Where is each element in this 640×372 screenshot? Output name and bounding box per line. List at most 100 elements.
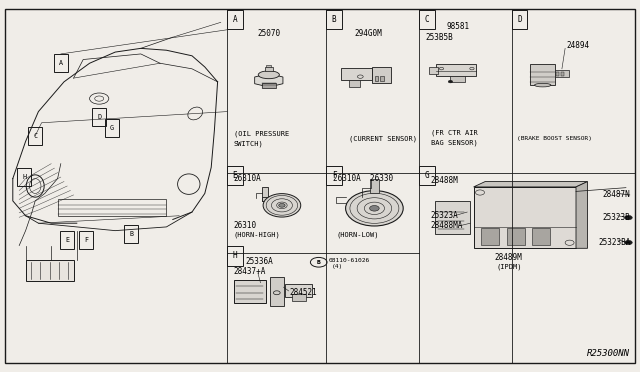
Bar <box>372 67 391 83</box>
Text: B: B <box>332 15 337 24</box>
Text: 24894: 24894 <box>566 41 589 50</box>
Ellipse shape <box>534 83 551 87</box>
Text: 28488MA: 28488MA <box>431 221 463 230</box>
Bar <box>60 231 74 249</box>
Text: F: F <box>84 237 88 243</box>
Text: (HORN-LOW): (HORN-LOW) <box>336 232 378 238</box>
Bar <box>227 10 243 29</box>
Text: D: D <box>97 114 101 120</box>
Polygon shape <box>474 182 588 187</box>
Bar <box>556 72 559 76</box>
Text: D: D <box>517 15 522 24</box>
Text: 25323B: 25323B <box>603 213 630 222</box>
Bar <box>326 10 342 29</box>
Circle shape <box>369 205 379 211</box>
Bar <box>79 231 93 249</box>
Text: A: A <box>59 60 63 66</box>
Bar <box>451 76 465 82</box>
Polygon shape <box>576 182 588 248</box>
Bar <box>105 119 119 137</box>
Ellipse shape <box>259 71 280 78</box>
Bar <box>58 199 166 216</box>
Circle shape <box>452 214 460 218</box>
Bar <box>292 294 306 301</box>
Circle shape <box>625 215 632 220</box>
Bar <box>326 166 342 185</box>
Bar <box>262 187 269 201</box>
Text: BAG SENSOR): BAG SENSOR) <box>431 139 477 146</box>
Text: (HORN-HIGH): (HORN-HIGH) <box>234 232 280 238</box>
Text: E: E <box>65 237 69 243</box>
Bar <box>262 197 286 201</box>
Text: C: C <box>424 15 429 24</box>
Bar <box>435 201 470 234</box>
Text: B: B <box>317 260 321 265</box>
Bar <box>17 168 31 186</box>
Bar <box>380 76 384 80</box>
Text: G: G <box>424 171 429 180</box>
Bar <box>436 64 476 76</box>
Bar <box>474 187 576 248</box>
Text: 26310: 26310 <box>234 221 257 230</box>
Text: 98581: 98581 <box>446 22 469 31</box>
Text: 25336A: 25336A <box>245 257 273 266</box>
Text: 26310A  26330: 26310A 26330 <box>333 174 393 183</box>
Bar <box>262 83 275 87</box>
Bar <box>374 76 378 80</box>
Text: 25070: 25070 <box>257 29 280 38</box>
Text: SWITCH): SWITCH) <box>234 141 263 147</box>
Bar <box>26 260 74 281</box>
Bar <box>507 228 525 246</box>
Bar <box>264 67 273 71</box>
Polygon shape <box>255 74 283 87</box>
Bar <box>92 108 106 126</box>
Bar <box>512 10 527 29</box>
Text: C: C <box>33 133 37 139</box>
Text: 25323A: 25323A <box>431 211 458 220</box>
Text: 253B5B: 253B5B <box>426 33 453 42</box>
Bar <box>370 180 380 193</box>
Circle shape <box>625 240 632 245</box>
Bar <box>532 228 550 246</box>
Text: R25300NN: R25300NN <box>588 349 630 358</box>
Bar <box>481 228 499 246</box>
Text: B: B <box>129 231 133 237</box>
Ellipse shape <box>263 193 301 217</box>
Text: (FR CTR AIR: (FR CTR AIR <box>431 129 477 136</box>
Bar <box>349 80 360 87</box>
Text: 28488M: 28488M <box>431 176 458 185</box>
Text: 28487N: 28487N <box>603 190 630 199</box>
Text: 26310A: 26310A <box>234 174 261 183</box>
Bar <box>266 65 271 67</box>
Text: 25323BA: 25323BA <box>598 238 630 247</box>
Bar <box>419 10 435 29</box>
Bar <box>227 166 243 185</box>
Text: 28437+A: 28437+A <box>234 267 266 276</box>
Text: H: H <box>232 251 237 260</box>
Text: 28489M: 28489M <box>495 253 523 262</box>
Bar <box>227 246 243 266</box>
Text: 08110-61026: 08110-61026 <box>328 257 369 263</box>
Text: G: G <box>110 125 114 131</box>
Bar <box>234 280 266 303</box>
Text: E: E <box>232 171 237 180</box>
Text: (4): (4) <box>332 264 343 269</box>
Text: (OIL PRESSURE: (OIL PRESSURE <box>234 131 289 137</box>
Text: (CURRENT SENSOR): (CURRENT SENSOR) <box>349 135 417 142</box>
Bar <box>419 166 435 185</box>
Bar <box>429 67 438 74</box>
Text: H: H <box>22 174 26 180</box>
Bar <box>561 72 564 76</box>
Bar <box>54 54 68 72</box>
Circle shape <box>278 203 285 207</box>
Bar <box>555 70 570 77</box>
Ellipse shape <box>346 190 403 226</box>
Text: 294G0M: 294G0M <box>354 29 382 38</box>
Bar <box>285 283 312 297</box>
Bar <box>270 277 284 306</box>
Bar <box>531 64 555 85</box>
Bar <box>341 68 372 80</box>
Text: (IPDM): (IPDM) <box>496 264 522 270</box>
Bar <box>28 127 42 145</box>
Circle shape <box>448 80 452 83</box>
